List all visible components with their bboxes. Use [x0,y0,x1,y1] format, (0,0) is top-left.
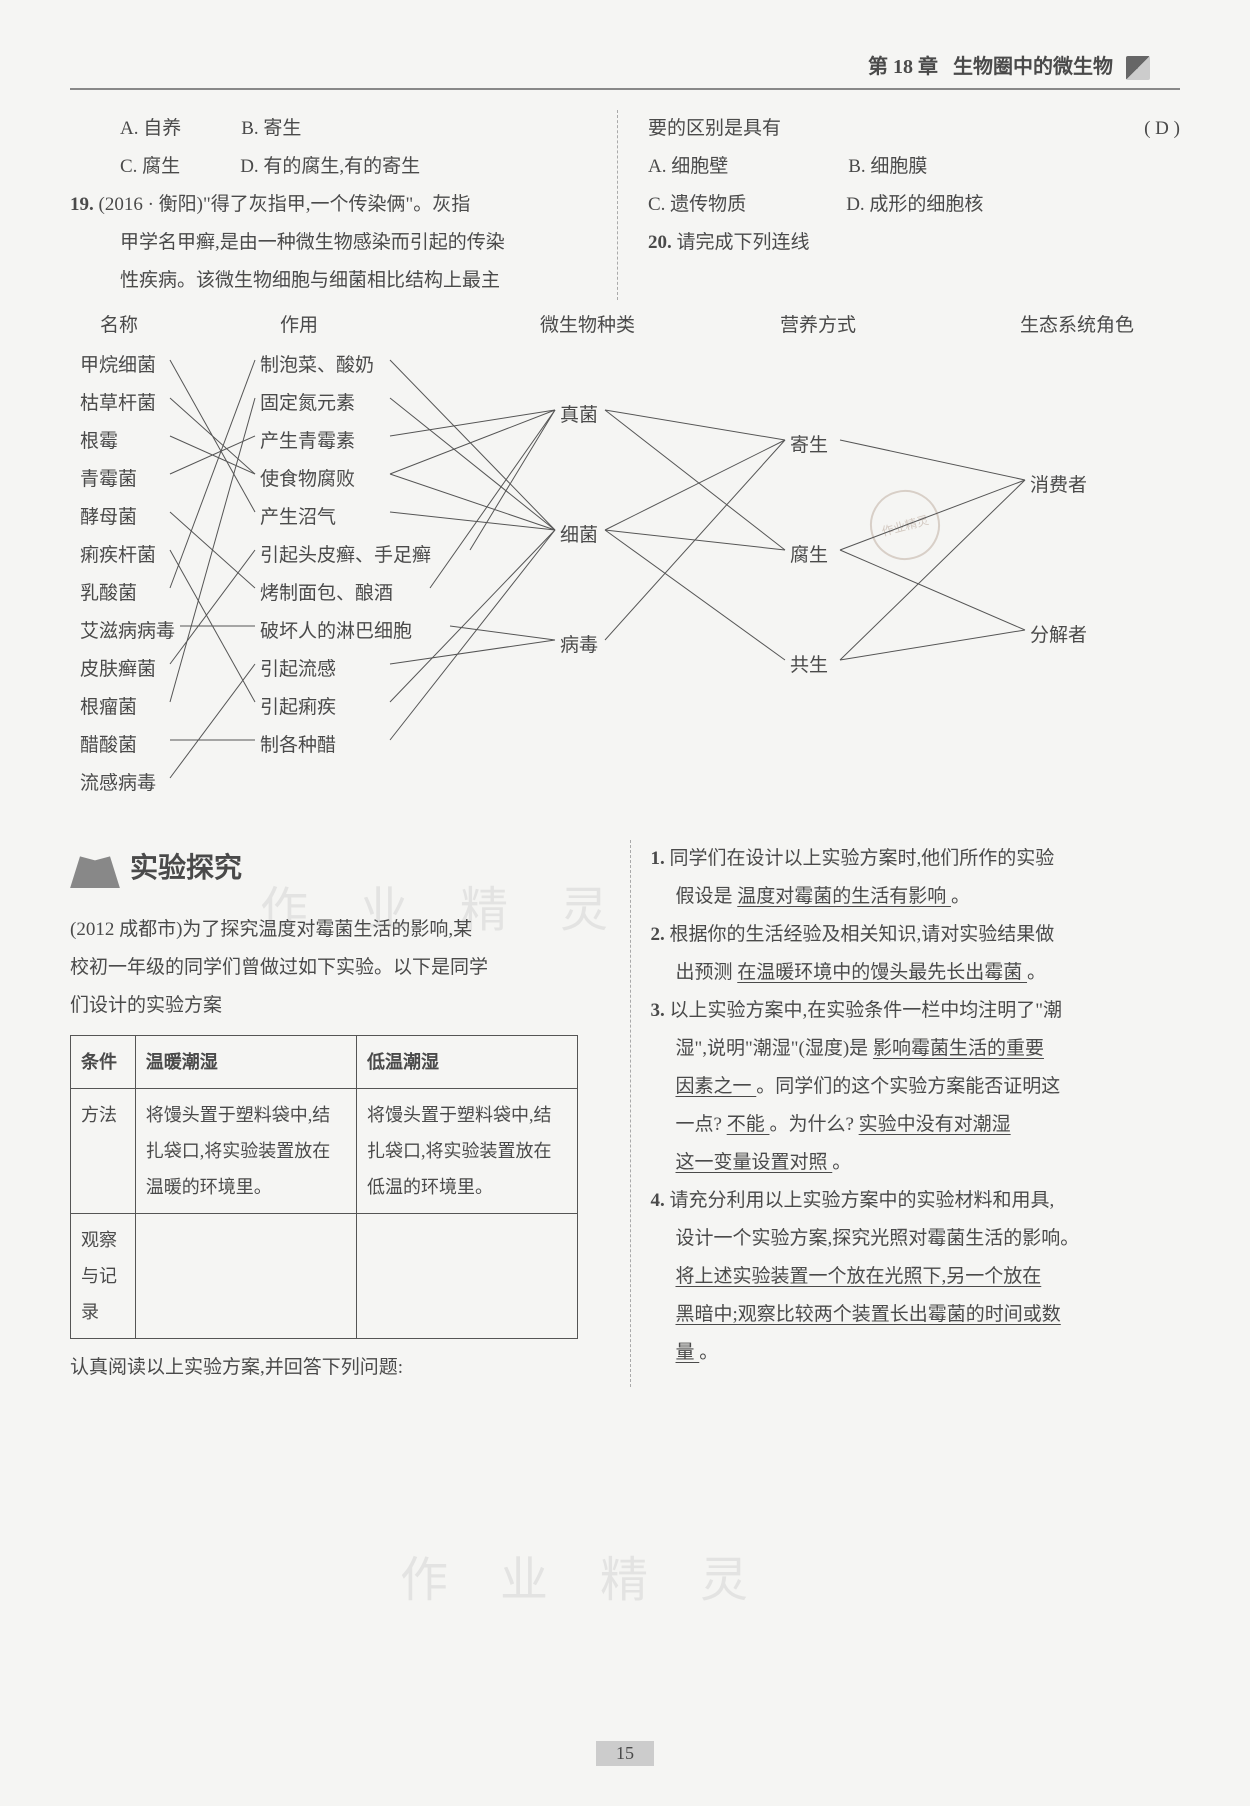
q2-l2a: 出预测 [676,962,733,983]
q3-l2: 湿",说明"潮湿"(湿度)是 [676,1038,869,1059]
q3-l4a: 一点? [676,1114,722,1135]
td: 将馒头置于塑料袋中,结扎袋口,将实验装置放在低温的环境里。 [357,1089,578,1214]
experiment-table: 条件 温暖潮湿 低温潮湿 方法 将馒头置于塑料袋中,结扎袋口,将实验装置放在温暖… [70,1035,578,1339]
th: 温暖潮湿 [135,1036,356,1089]
q1-l2a: 假设是 [676,886,733,907]
connection-lines [70,310,1170,830]
q19-number: 19. [70,194,94,215]
td [135,1214,356,1339]
top-left-column: A. 自养 B. 寄生 C. 腐生 D. 有的腐生,有的寄生 19. (2016… [70,110,618,300]
intro-line: (2012 成都市)为了探究温度对霉菌生活的影响,某 [70,911,600,949]
matching-diagram: 名称 作用 微生物种类 营养方式 生态系统角色 甲烷细菌 枯草杆菌 根霉 青霉菌… [70,310,1170,830]
th: 条件 [71,1036,136,1089]
choice-a: A. 自养 [120,110,181,148]
choice-c: C. 腐生 [120,148,180,186]
chapter-title: 生物圈中的微生物 [953,56,1113,78]
q4-ans1: 将上述实验装置一个放在光照下,另一个放在 [676,1266,1042,1287]
choice-d: D. 成形的细胞核 [846,186,983,224]
q1-answer: 温度对霉菌的生活有影响 [737,886,951,907]
q19-cont: 要的区别是具有 [648,118,781,139]
q2-num: 2. [651,924,665,945]
q3-num: 3. [651,1000,665,1021]
td: 观察与记录 [71,1214,136,1339]
q4-l2: 设计一个实验方案,探究光照对霉菌生活的影响。 [651,1220,1181,1258]
q19-line3: 性疾病。该微生物细胞与细菌相比结构上最主 [70,262,602,300]
q1-end: 。 [951,886,970,907]
windmill-icon [1126,56,1150,80]
choice-b: B. 细胞膜 [848,148,927,186]
q19-line2: 甲学名甲癣,是由一种微生物感染而引起的传染 [70,224,602,262]
q3-ans3: 实验中没有对潮湿 [859,1114,1011,1135]
page-header: 第 18 章 生物圈中的微生物 [70,50,1180,90]
q1-text: 同学们在设计以上实验方案时,他们所作的实验 [670,848,1055,869]
q3-ans3b: 这一变量设置对照 [676,1152,833,1173]
lower-right-column: 1. 同学们在设计以上实验方案时,他们所作的实验 假设是 温度对霉菌的生活有影响… [630,840,1181,1387]
q3-mid: 。同学们的这个实验方案能否证明这 [756,1076,1060,1097]
td [357,1214,578,1339]
q2-end: 。 [1027,962,1046,983]
choice-a: A. 细胞壁 [648,148,728,186]
top-question-columns: A. 自养 B. 寄生 C. 腐生 D. 有的腐生,有的寄生 19. (2016… [70,110,1180,300]
q2-text: 根据你的生活经验及相关知识,请对实验结果做 [670,924,1055,945]
q4-text: 请充分利用以上实验方案中的实验材料和用具, [670,1190,1055,1211]
q1-num: 1. [651,848,665,869]
choice-b: B. 寄生 [241,110,301,148]
td: 将馒头置于塑料袋中,结扎袋口,将实验装置放在温暖的环境里。 [135,1089,356,1214]
book-icon [70,848,120,888]
lower-columns: 实验探究 (2012 成都市)为了探究温度对霉菌生活的影响,某 校初一年级的同学… [70,840,1180,1387]
q3-ans1: 影响霉菌生活的重要 [873,1038,1044,1059]
q19-answer: ( D ) [1144,110,1180,148]
top-right-column: 要的区别是具有 ( D ) A. 细胞壁 B. 细胞膜 C. 遗传物质 D. 成… [648,110,1180,300]
intro-line: 们设计的实验方案 [70,987,600,1025]
q3-ans2: 不能 [727,1114,770,1135]
q2-answer: 在温暖环境中的馒头最先长出霉菌 [737,962,1027,983]
q3-end: 。 [832,1152,851,1173]
q3-mid2: 。为什么? [769,1114,853,1135]
q20-text: 请完成下列连线 [677,232,810,253]
q4-ans2: 黑暗中;观察比较两个装置长出霉菌的时间或数 [676,1304,1061,1325]
after-table: 认真阅读以上实验方案,并回答下列问题: [70,1349,600,1387]
section-title: 实验探究 [130,840,242,896]
choice-c: C. 遗传物质 [648,186,746,224]
q4-ans3: 量 [676,1342,700,1363]
q19-line1: (2016 · 衡阳)"得了灰指甲,一个传染俩"。灰指 [99,194,471,215]
watermark: 作 业 精 灵 [400,1540,768,1610]
q3-ans1b: 因素之一 [676,1076,757,1097]
page-number: 15 [596,1741,654,1766]
lower-left-column: 实验探究 (2012 成都市)为了探究温度对霉菌生活的影响,某 校初一年级的同学… [70,840,610,1387]
q4-num: 4. [651,1190,665,1211]
td: 方法 [71,1089,136,1214]
q3-text: 以上实验方案中,在实验条件一栏中均注明了"潮 [670,1000,1063,1021]
choice-d: D. 有的腐生,有的寄生 [240,148,420,186]
chapter-num: 第 18 章 [868,56,938,78]
th: 低温潮湿 [357,1036,578,1089]
intro-line: 校初一年级的同学们曾做过如下实验。以下是同学 [70,949,600,987]
q4-end: 。 [699,1342,718,1363]
q20-number: 20. [648,232,672,253]
